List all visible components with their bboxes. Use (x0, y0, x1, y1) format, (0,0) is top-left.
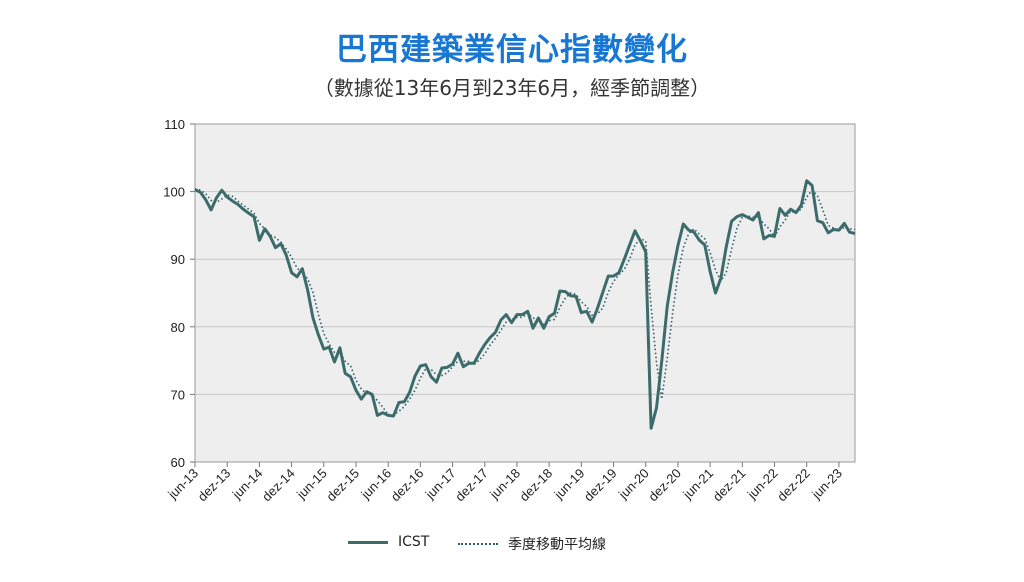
x-tick-label: jun-21 (679, 466, 716, 503)
x-tick-label: jun-17 (422, 466, 459, 503)
x-tick-label: dez-16 (388, 466, 427, 505)
legend-label-moving-average: 季度移動平均線 (508, 537, 606, 553)
y-tick-label: 90 (171, 252, 185, 267)
y-tick-label: 110 (164, 117, 185, 132)
y-tick-label: 80 (171, 320, 185, 335)
y-tick-label: 100 (163, 185, 185, 200)
y-tick-label: 70 (171, 387, 185, 402)
x-tick-label: dez-19 (581, 466, 620, 505)
x-tick-label: dez-17 (452, 466, 491, 505)
legend-swatch-icst (348, 540, 388, 544)
series-line-icst (194, 179, 856, 430)
chart-subtitle: （數據從13年6月到23年6月，經季節調整） (313, 76, 711, 100)
x-tick-label: jun-16 (357, 466, 394, 503)
x-tick-label: jun-22 (744, 466, 781, 503)
chart-title: 巴西建築業信心指數變化 (336, 32, 688, 68)
x-tick-label: dez-14 (259, 466, 298, 505)
x-tick-label: jun-19 (551, 466, 588, 503)
y-tick-label: 60 (171, 455, 185, 470)
plot-area (194, 123, 856, 463)
x-tick-label: jun-14 (229, 466, 266, 503)
x-tick-label: dez-21 (710, 466, 749, 505)
legend-item-icst: ICST (348, 534, 429, 550)
legend-swatch-moving-average (458, 543, 498, 545)
x-tick-label: jun-18 (486, 466, 523, 503)
x-tick-label: jun-13 (164, 466, 201, 503)
legend-label-icst: ICST (398, 534, 430, 550)
x-tick-label: dez-22 (774, 466, 813, 505)
x-tick-label: dez-20 (645, 466, 684, 505)
x-tick-label: dez-15 (323, 466, 362, 505)
x-tick-label: dez-13 (195, 466, 234, 505)
legend: ICST 季度移動平均線 (0, 534, 1024, 556)
x-tick-label: jun-15 (293, 466, 330, 503)
legend-item-moving-average: 季度移動平均線 (458, 534, 606, 554)
x-tick-label: dez-18 (517, 466, 556, 505)
x-tick-label: jun-20 (615, 466, 652, 503)
x-tick-label: jun-23 (808, 466, 845, 503)
